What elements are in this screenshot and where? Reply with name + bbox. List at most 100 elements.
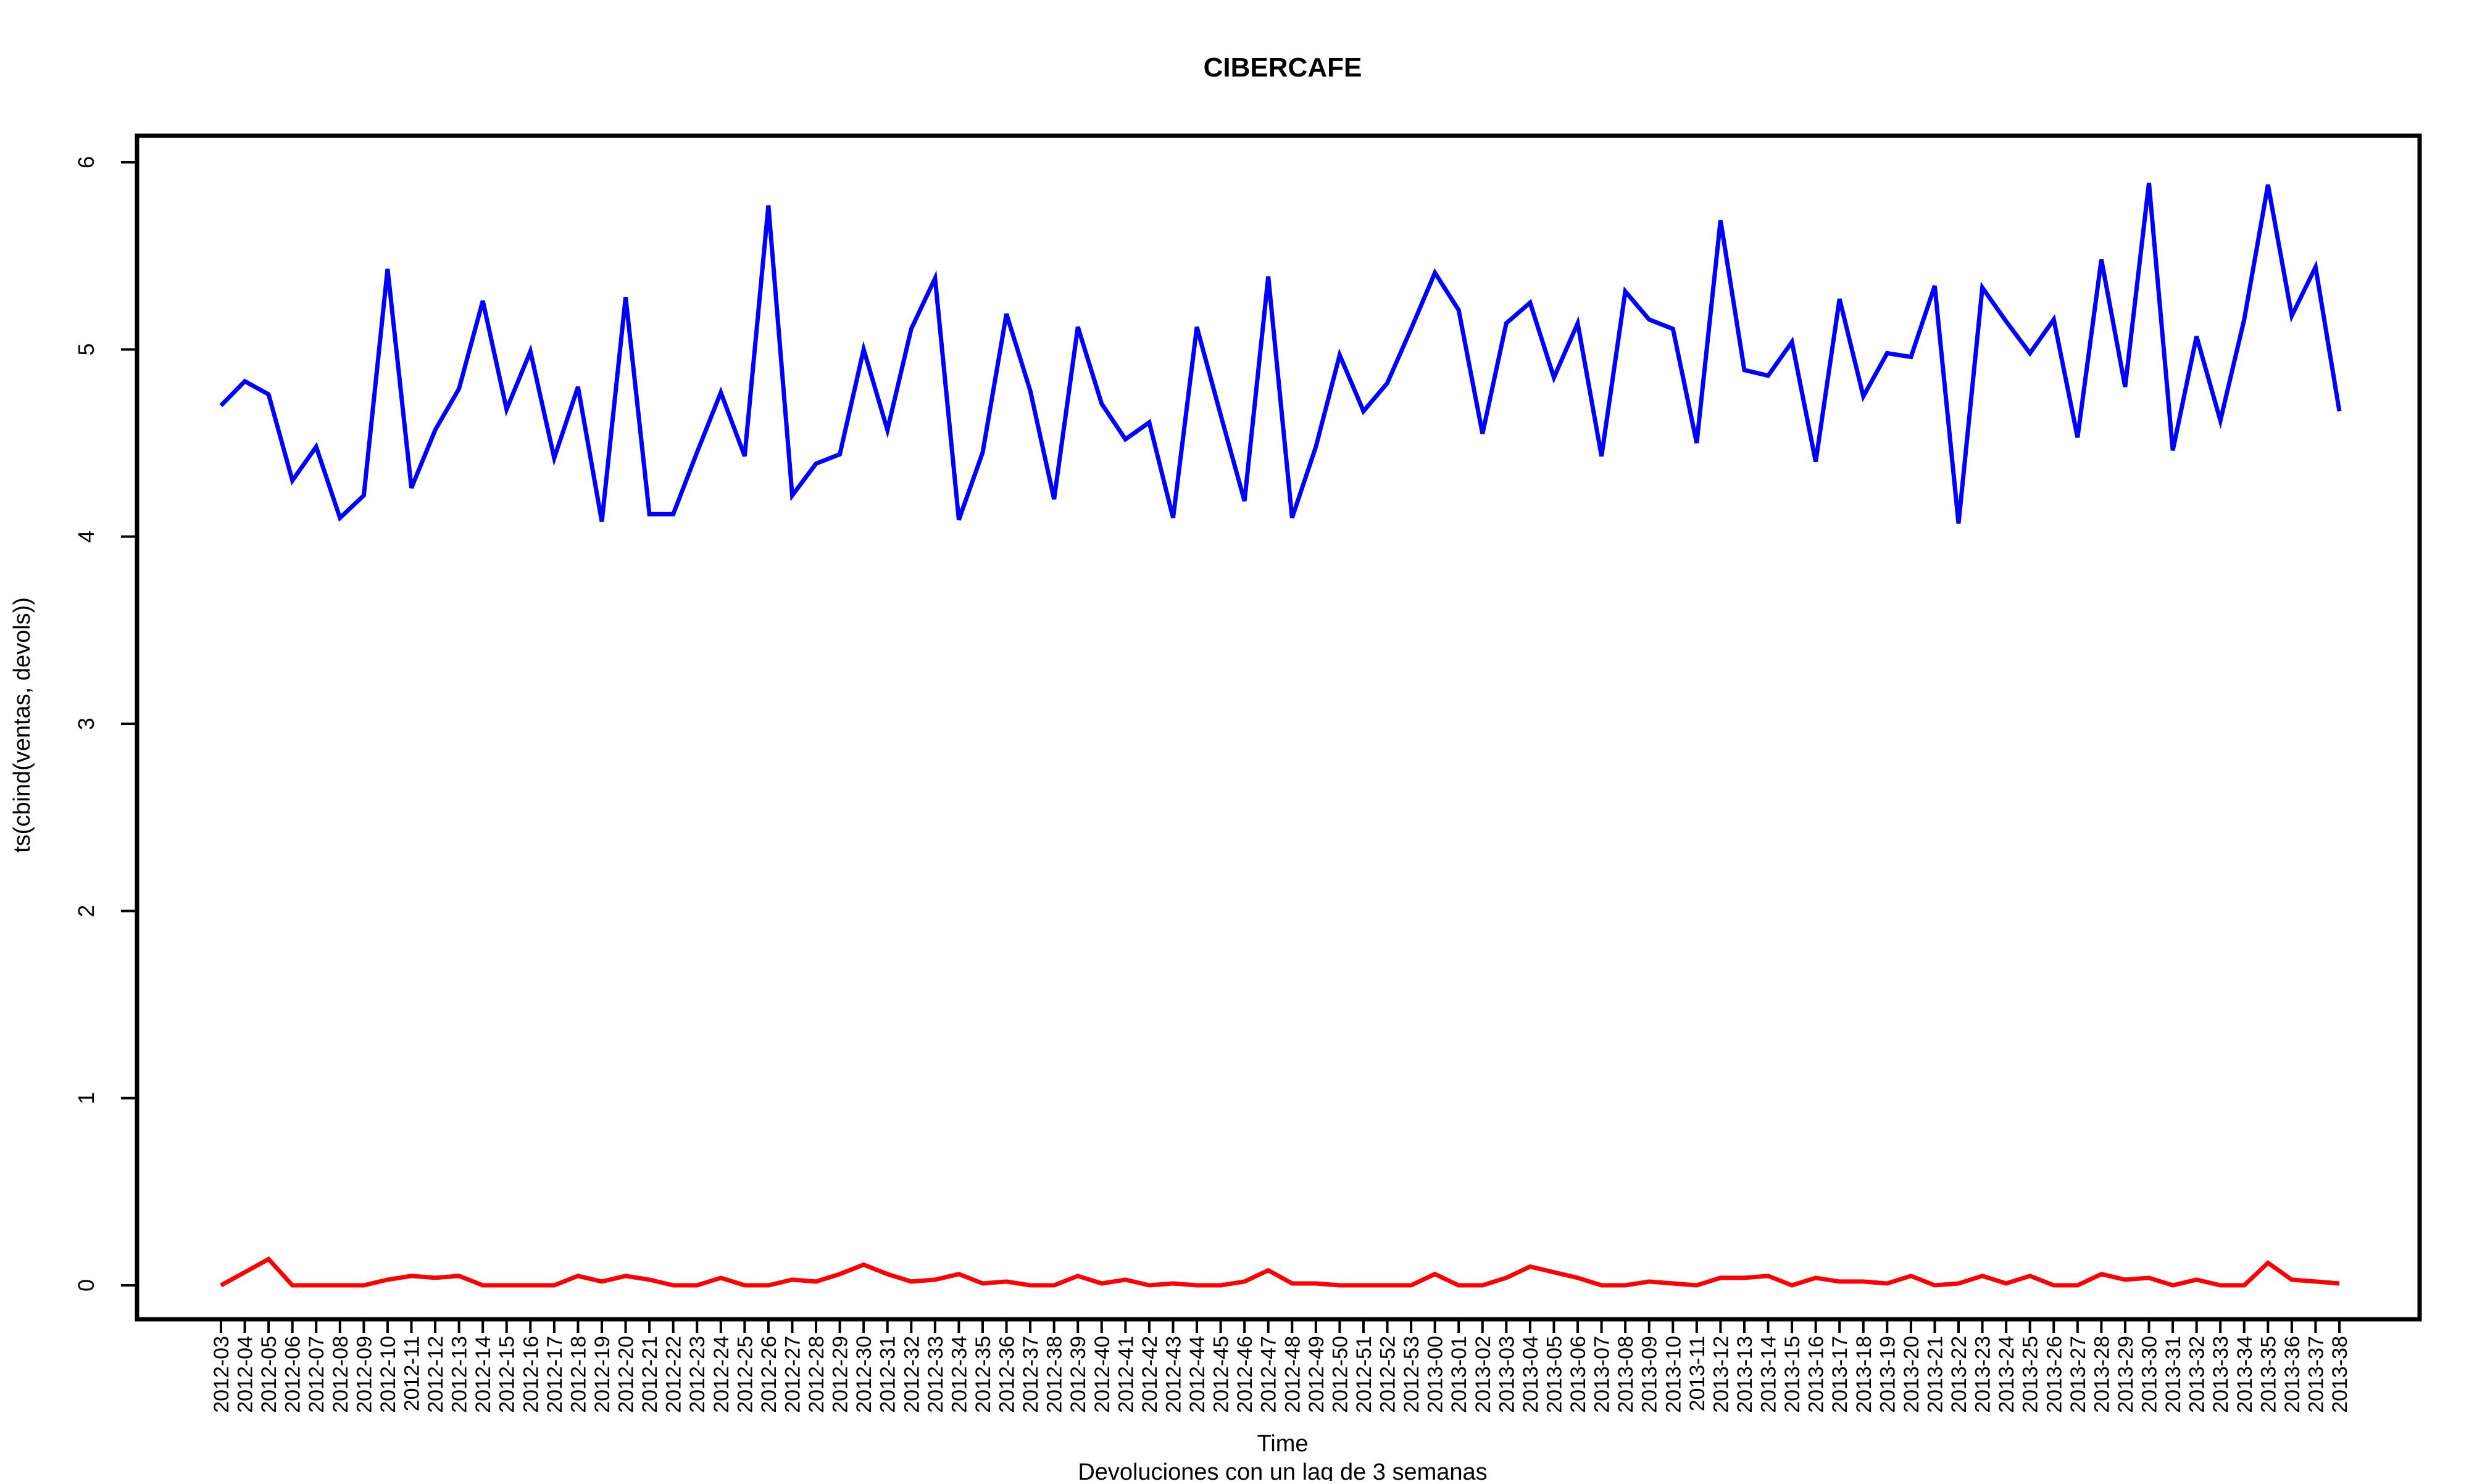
x-tick-label: 2013-32 bbox=[2186, 1336, 2209, 1413]
x-tick-label: 2013-36 bbox=[2281, 1336, 2304, 1413]
x-tick-label: 2013-18 bbox=[1852, 1336, 1876, 1413]
y-axis-label: ts(cbind(ventas, devols)) bbox=[9, 597, 35, 853]
y-tick-label: 6 bbox=[73, 156, 99, 168]
x-tick-label: 2012-52 bbox=[1376, 1336, 1400, 1413]
x-tick-label: 2012-50 bbox=[1328, 1336, 1352, 1413]
x-tick-label: 2013-29 bbox=[2114, 1336, 2138, 1413]
x-tick-label: 2012-06 bbox=[281, 1336, 305, 1413]
y-tick-label: 4 bbox=[73, 531, 99, 543]
x-tick-label: 2013-27 bbox=[2067, 1336, 2090, 1413]
x-tick-label: 2012-43 bbox=[1162, 1336, 1185, 1413]
x-tick-label: 2012-24 bbox=[710, 1336, 733, 1413]
x-tick-label: 2013-22 bbox=[1947, 1336, 1971, 1413]
series-line-red bbox=[220, 1256, 2340, 1288]
x-tick-label: 2013-25 bbox=[2019, 1336, 2042, 1413]
x-tick-label: 2012-10 bbox=[377, 1336, 400, 1413]
x-tick-label: 2013-26 bbox=[2042, 1336, 2066, 1413]
y-tick-label: 0 bbox=[73, 1279, 99, 1291]
series-line-blue bbox=[219, 182, 2342, 524]
x-tick-label: 2013-09 bbox=[1638, 1336, 1662, 1413]
x-tick-label: 2012-38 bbox=[1043, 1336, 1067, 1413]
x-tick-label: 2013-07 bbox=[1591, 1336, 1614, 1413]
x-tick-label: 2013-24 bbox=[1995, 1336, 2018, 1413]
x-tick-label: 2013-19 bbox=[1876, 1336, 1899, 1413]
x-tick-label: 2013-37 bbox=[2304, 1336, 2328, 1413]
x-tick-label: 2012-36 bbox=[996, 1336, 1019, 1413]
x-tick-label: 2012-21 bbox=[638, 1336, 662, 1413]
x-tick-label: 2013-34 bbox=[2233, 1336, 2257, 1413]
x-tick-label: 2013-33 bbox=[2209, 1336, 2233, 1413]
x-tick-label: 2012-37 bbox=[1019, 1336, 1043, 1413]
x-tick-label: 2013-21 bbox=[1923, 1336, 1947, 1413]
x-axis: 2012-03 2012-04 2012-05 2012-06 2012-07 2012-… bbox=[210, 1319, 2352, 1413]
x-tick-label: 2013-15 bbox=[1781, 1336, 1804, 1413]
x-tick-label: 2012-03 bbox=[210, 1336, 233, 1413]
x-tick-label: 2012-33 bbox=[924, 1336, 947, 1413]
x-tick-label: 2013-30 bbox=[2138, 1336, 2162, 1413]
x-tick-label: 2012-22 bbox=[662, 1336, 686, 1413]
x-tick-label: 2013-11 bbox=[1686, 1336, 1709, 1411]
x-tick-label: 2012-31 bbox=[876, 1336, 900, 1413]
x-tick-label: 2013-02 bbox=[1472, 1336, 1495, 1413]
x-tick-label: 2012-39 bbox=[1067, 1336, 1090, 1413]
x-tick-label: 2012-08 bbox=[329, 1336, 352, 1413]
x-tick-label: 2012-30 bbox=[852, 1336, 876, 1413]
x-tick-label: 2012-09 bbox=[352, 1336, 376, 1413]
x-tick-label: 2013-28 bbox=[2090, 1336, 2113, 1413]
x-tick-label: 2013-35 bbox=[2257, 1336, 2280, 1413]
x-tick-label: 2012-14 bbox=[472, 1336, 495, 1413]
series-group bbox=[219, 182, 2342, 1288]
x-tick-label: 2013-01 bbox=[1447, 1336, 1471, 1413]
y-tick-label: 5 bbox=[73, 343, 99, 355]
x-tick-label: 2013-16 bbox=[1805, 1336, 1828, 1413]
x-tick-label: 2013-12 bbox=[1709, 1336, 1733, 1413]
x-tick-label: 2013-23 bbox=[1971, 1336, 1995, 1413]
x-tick-label: 2013-03 bbox=[1495, 1336, 1518, 1413]
x-tick-label: 2012-40 bbox=[1091, 1336, 1114, 1413]
x-tick-label: 2013-08 bbox=[1614, 1336, 1638, 1413]
x-tick-label: 2012-42 bbox=[1138, 1336, 1162, 1413]
x-tick-label: 2013-14 bbox=[1757, 1336, 1781, 1413]
x-tick-label: 2012-45 bbox=[1210, 1336, 1233, 1413]
x-tick-label: 2012-26 bbox=[757, 1336, 781, 1413]
x-tick-label: 2012-20 bbox=[615, 1336, 638, 1413]
x-tick-label: 2012-28 bbox=[805, 1336, 828, 1413]
x-tick-label: 2012-34 bbox=[947, 1336, 971, 1413]
x-tick-label: 2012-32 bbox=[900, 1336, 923, 1413]
y-axis: 0 1 2 3 4 5 6 bbox=[73, 156, 137, 1291]
x-tick-label: 2012-13 bbox=[448, 1336, 472, 1413]
x-tick-label: 2012-53 bbox=[1400, 1336, 1423, 1413]
y-tick-label: 1 bbox=[73, 1092, 99, 1105]
x-tick-label: 2012-16 bbox=[519, 1336, 543, 1413]
x-tick-label: 2013-06 bbox=[1567, 1336, 1590, 1413]
x-tick-label: 2012-19 bbox=[591, 1336, 614, 1413]
x-tick-label: 2012-17 bbox=[543, 1336, 567, 1413]
chart-title: CIBERCAFE bbox=[1204, 52, 1362, 83]
x-tick-label: 2012-35 bbox=[972, 1336, 995, 1413]
plot-frame bbox=[135, 133, 2422, 1322]
x-tick-label: 2012-41 bbox=[1114, 1336, 1138, 1413]
x-tick-label: 2012-51 bbox=[1352, 1336, 1376, 1413]
x-tick-label: 2012-47 bbox=[1257, 1336, 1281, 1413]
y-tick-label: 3 bbox=[73, 718, 99, 730]
x-tick-label: 2012-05 bbox=[257, 1336, 281, 1413]
x-tick-label: 2012-11 bbox=[400, 1336, 423, 1411]
x-tick-label: 2012-46 bbox=[1233, 1336, 1257, 1413]
x-tick-label: 2013-20 bbox=[1900, 1336, 1923, 1413]
chart-subtitle: Devoluciones con un lag de 3 semanas bbox=[1078, 1459, 1487, 1481]
x-tick-label: 2013-00 bbox=[1424, 1336, 1447, 1413]
x-tick-label: 2012-15 bbox=[496, 1336, 519, 1413]
x-tick-label: 2012-07 bbox=[305, 1336, 328, 1413]
x-tick-label: 2013-05 bbox=[1543, 1336, 1566, 1413]
x-tick-label: 2012-48 bbox=[1281, 1336, 1304, 1413]
x-tick-label: 2012-18 bbox=[567, 1336, 590, 1413]
y-tick-label: 2 bbox=[73, 905, 99, 917]
x-tick-label: 2012-29 bbox=[829, 1336, 852, 1413]
x-tick-label: 2013-04 bbox=[1519, 1336, 1543, 1413]
x-tick-label: 2013-31 bbox=[2162, 1336, 2185, 1413]
x-tick-label: 2013-10 bbox=[1662, 1336, 1685, 1413]
x-tick-label: 2013-13 bbox=[1733, 1336, 1757, 1413]
x-axis-label: Time bbox=[1257, 1431, 1308, 1457]
